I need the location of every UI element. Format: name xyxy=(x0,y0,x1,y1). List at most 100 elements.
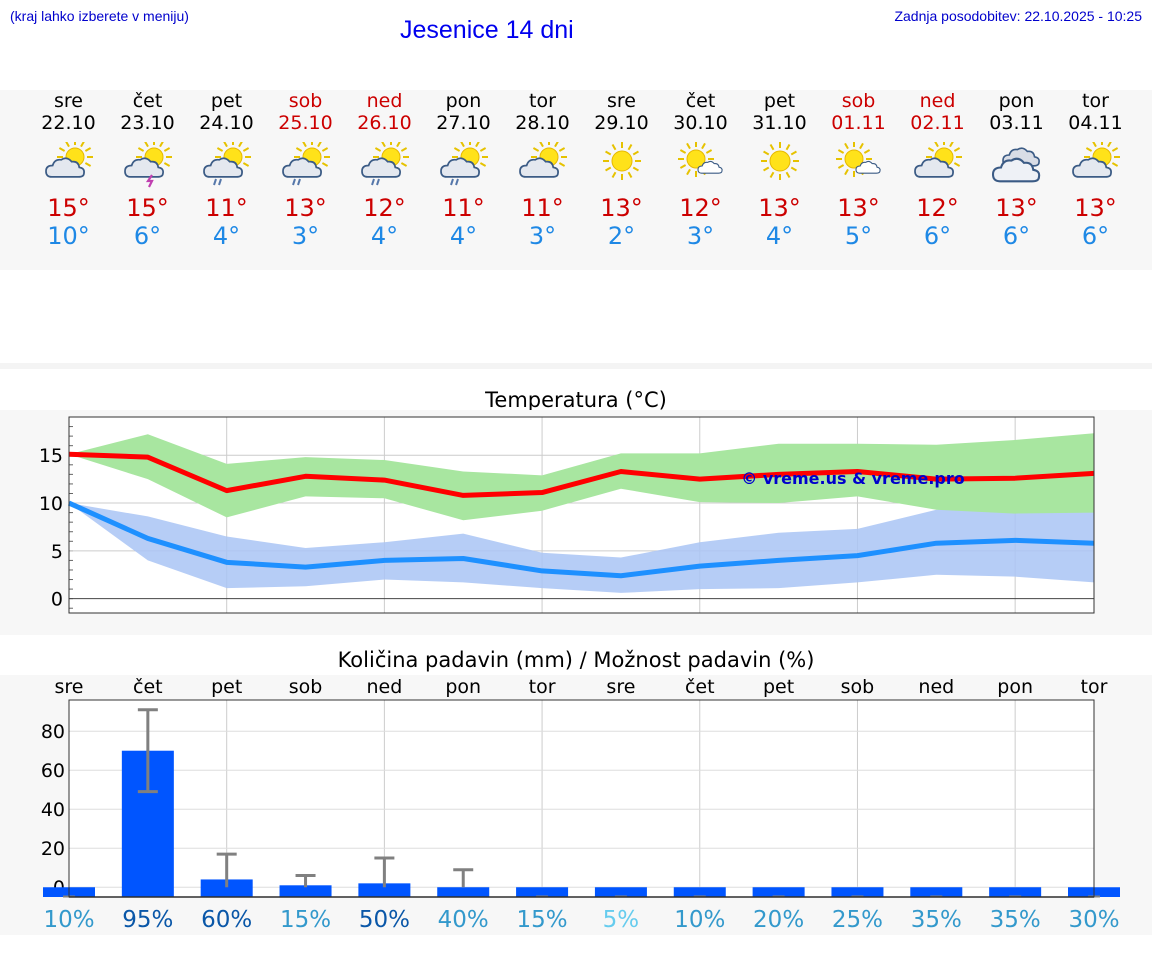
day-name: sre xyxy=(607,90,636,112)
precipitation-bar xyxy=(831,887,884,897)
category-label: sre xyxy=(55,676,84,698)
day-column: pet 24.10 11° 4° xyxy=(187,90,266,250)
day-name: sre xyxy=(54,90,83,112)
day-column: tor 04.11 13° 6° xyxy=(1056,90,1135,250)
max-temperature: 13° xyxy=(284,194,327,222)
category-label: ned xyxy=(366,676,402,698)
day-column: sob 01.11 13° 5° xyxy=(819,90,898,250)
day-date: 24.10 xyxy=(199,112,254,134)
category-label: sob xyxy=(841,676,875,698)
day-column: tor 28.10 11° 3° xyxy=(503,90,582,250)
category-label: čet xyxy=(685,676,715,698)
sun-cloud-icon xyxy=(42,139,96,184)
y-tick-label: 15 xyxy=(39,445,63,467)
precipitation-chart-panel: 020406080srečetpetsobnedpontorsrečetpets… xyxy=(0,675,1152,935)
sun-cloud-icon xyxy=(516,139,570,184)
category-label: ned xyxy=(918,676,954,698)
day-name: sob xyxy=(841,90,876,112)
precipitation-probability-label: 20% xyxy=(753,907,804,933)
max-temperature: 13° xyxy=(995,194,1038,222)
max-temperature: 11° xyxy=(205,194,248,222)
min-temperature: 4° xyxy=(370,222,399,250)
category-label: sre xyxy=(606,676,635,698)
day-column: ned 26.10 12° 4° xyxy=(345,90,424,250)
min-temperature: 4° xyxy=(212,222,241,250)
max-range-band xyxy=(69,433,1094,521)
watermark-text: © vreme.us & vreme.pro xyxy=(741,469,964,488)
y-tick-label: 0 xyxy=(51,589,63,611)
day-date: 29.10 xyxy=(594,112,649,134)
precipitation-bar xyxy=(200,879,253,897)
temperature-chart-title: Temperatura (°C) xyxy=(485,388,667,412)
min-temperature: 6° xyxy=(1002,222,1031,250)
y-tick-label: 80 xyxy=(41,721,65,743)
day-date: 02.11 xyxy=(910,112,965,134)
min-temperature: 6° xyxy=(923,222,952,250)
precipitation-bar xyxy=(673,887,726,897)
precipitation-probability-label: 10% xyxy=(674,907,725,933)
precipitation-chart-title: Količina padavin (mm) / Možnost padavin … xyxy=(337,648,815,672)
max-temperature: 13° xyxy=(600,194,643,222)
precipitation-probability-label: 40% xyxy=(438,907,489,933)
category-label: pon xyxy=(997,676,1033,698)
day-name: pet xyxy=(210,90,243,112)
temperature-chart: 0 5 10 15 © vreme.us & vreme.pro xyxy=(39,416,1095,614)
max-temperature: 13° xyxy=(837,194,880,222)
max-temperature: 13° xyxy=(1074,194,1117,222)
min-temperature: 2° xyxy=(607,222,636,250)
sun-cloud-rain-icon xyxy=(358,139,412,186)
sun-icon xyxy=(753,142,807,184)
day-name: tor xyxy=(1082,90,1109,112)
sun-cloud-icon xyxy=(1069,139,1123,184)
precipitation-probability-label: 95% xyxy=(122,907,173,933)
day-column: čet 30.10 12° 3° xyxy=(661,90,740,250)
precipitation-bar xyxy=(437,887,490,897)
sun-cloud-icon xyxy=(911,139,965,184)
day-name: tor xyxy=(529,90,556,112)
y-tick-label: 40 xyxy=(41,799,65,821)
precipitation-probability-label: 35% xyxy=(990,907,1041,933)
day-name: čet xyxy=(132,90,163,112)
day-date: 28.10 xyxy=(515,112,570,134)
daily-forecast-panel: sre 22.10 15° 10° čet 23.10 15° 6° pet 24.… xyxy=(0,90,1152,270)
day-column: pon 27.10 11° 4° xyxy=(424,90,503,250)
precipitation-bar xyxy=(752,887,805,897)
min-temperature: 4° xyxy=(449,222,478,250)
divider xyxy=(0,363,1152,369)
day-column: sob 25.10 13° 3° xyxy=(266,90,345,250)
day-date: 25.10 xyxy=(278,112,333,134)
day-column: sre 29.10 13° 2° xyxy=(582,90,661,250)
precipitation-probability-label: 15% xyxy=(280,907,331,933)
precipitation-probability-label: 5% xyxy=(603,907,640,933)
day-date: 27.10 xyxy=(436,112,491,134)
category-label: tor xyxy=(529,676,556,698)
max-temperature: 12° xyxy=(679,194,722,222)
precipitation-probability-label: 60% xyxy=(201,907,252,933)
sun-icon xyxy=(595,142,649,184)
y-tick-label: 10 xyxy=(39,493,63,515)
precipitation-probability-label: 50% xyxy=(359,907,410,933)
page-title: Jesenice 14 dni xyxy=(400,16,574,44)
min-temperature-line xyxy=(67,500,1095,579)
max-temperature: 11° xyxy=(442,194,485,222)
max-temperature: 12° xyxy=(363,194,406,222)
day-date: 31.10 xyxy=(752,112,807,134)
precipitation-probability-label: 25% xyxy=(832,907,883,933)
sun-cloud-rain-icon xyxy=(200,139,254,186)
max-temperature: 12° xyxy=(916,194,959,222)
plot-area xyxy=(69,700,1094,897)
precipitation-probability-label: 15% xyxy=(517,907,568,933)
day-name: pon xyxy=(445,90,482,112)
min-temperature: 10° xyxy=(47,222,90,250)
plot-frame xyxy=(68,699,1095,898)
day-name: pon xyxy=(998,90,1035,112)
day-date: 01.11 xyxy=(831,112,886,134)
y-tick-label: 60 xyxy=(41,760,65,782)
plot-frame xyxy=(68,416,1095,614)
category-label: tor xyxy=(1081,676,1108,698)
category-label: pet xyxy=(763,676,794,698)
day-column: pet 31.10 13° 4° xyxy=(740,90,819,250)
min-temperature: 3° xyxy=(528,222,557,250)
max-temperature: 15° xyxy=(47,194,90,222)
precipitation-probability-label: 10% xyxy=(43,907,94,933)
